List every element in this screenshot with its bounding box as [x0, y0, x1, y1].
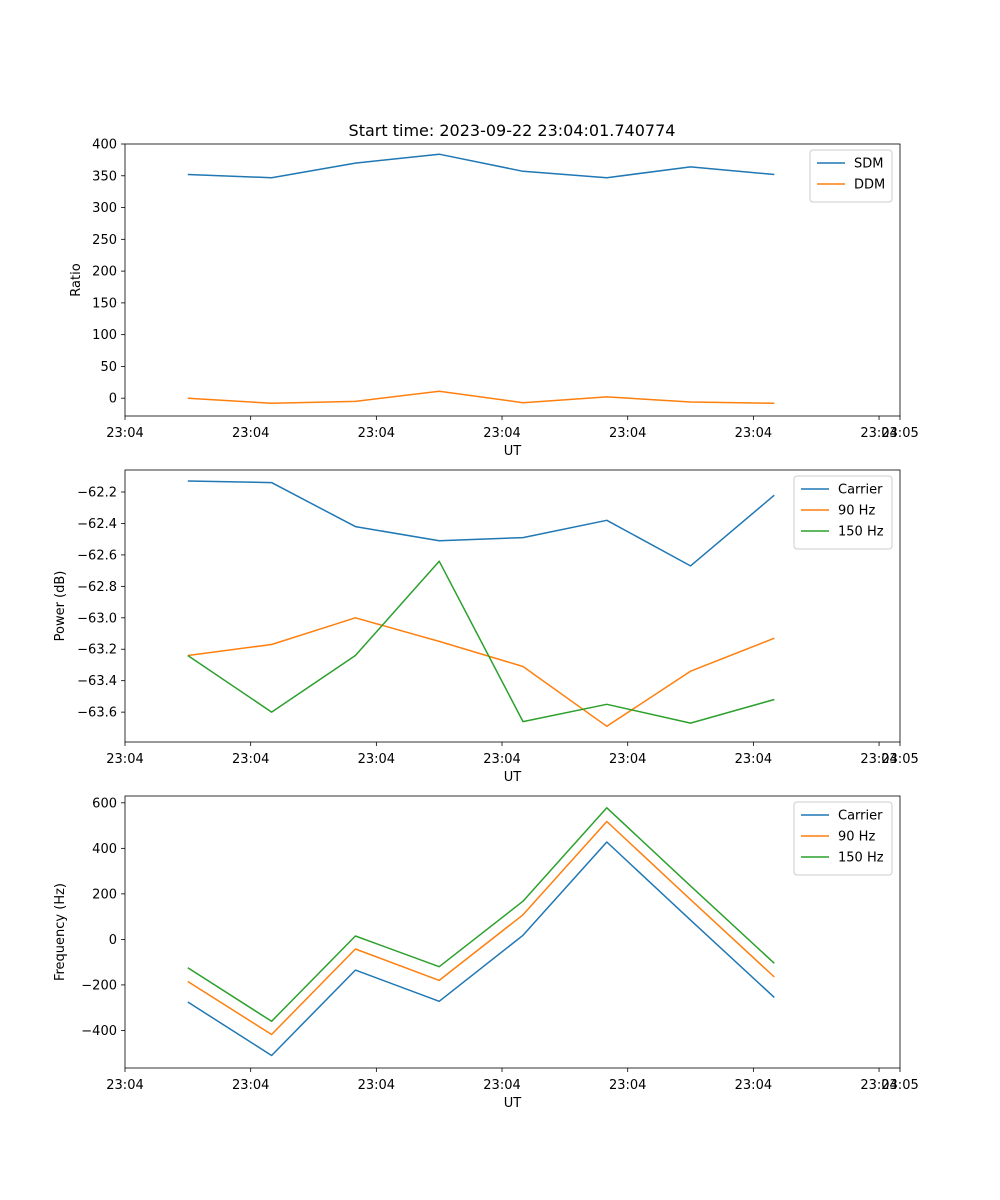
x-tick-label: 23:04: [609, 752, 646, 767]
x-tick-label: 23:05: [881, 752, 918, 767]
series-line-90-hz: [187, 617, 775, 728]
x-tick-label: 23:04: [106, 752, 143, 767]
axes-frame: [124, 469, 901, 743]
y-tick-label: −63.0: [77, 611, 117, 626]
x-tick-label: 23:04: [483, 1078, 520, 1093]
legend-label: 150 Hz: [838, 525, 884, 540]
legend-label: Carrier: [838, 483, 883, 498]
x-tick-label: 23:04: [860, 426, 897, 441]
legend-label: 150 Hz: [838, 851, 884, 866]
legend-label: DDM: [854, 178, 885, 193]
x-tick-label: 23:04: [106, 1078, 143, 1093]
legend-label: Carrier: [838, 809, 883, 824]
axes-frame: [124, 143, 901, 417]
y-axis-label: Power (dB): [53, 571, 68, 642]
x-tick-label: 23:05: [881, 426, 918, 441]
y-tick-label: 150: [92, 296, 117, 311]
x-tick-label: 23:04: [232, 1078, 269, 1093]
chart-title: Start time: 2023-09-22 23:04:01.740774: [349, 121, 676, 140]
panel-1: 23:04 23:04 23:04 23:04 23:04 23:04 23:0423:05…: [69, 138, 919, 460]
x-tick-label: 23:04: [609, 426, 646, 441]
x-tick-label: 23:04: [860, 1078, 897, 1093]
x-tick-label: 23:04: [232, 426, 269, 441]
legend-label: 90 Hz: [838, 504, 875, 519]
legend-label: 90 Hz: [838, 830, 875, 845]
x-tick-label: 23:04: [232, 752, 269, 767]
panel-2: 23:04 23:04 23:04 23:04 23:04 23:04 23:0423:05…: [53, 469, 919, 785]
x-tick-label: 23:04: [358, 752, 395, 767]
x-tick-label: 23:04: [735, 1078, 772, 1093]
y-tick-label: 200: [92, 887, 117, 902]
panels: 23:04 23:04 23:04 23:04 23:04 23:04 23:0423:05…: [53, 138, 919, 1112]
y-tick-label: −62.2: [77, 486, 117, 501]
y-tick-label: −63.6: [77, 706, 117, 721]
y-tick-label: 300: [92, 201, 117, 216]
series-line-carrier: [187, 841, 775, 1057]
y-tick-label: −62.4: [77, 517, 117, 532]
y-tick-label: 0: [109, 392, 117, 407]
y-tick-label: 200: [92, 265, 117, 280]
y-tick-label: 600: [92, 796, 117, 811]
x-axis-label: UT: [504, 1096, 522, 1111]
x-tick-label: 23:04: [860, 752, 897, 767]
y-tick-label: −63.4: [77, 674, 117, 689]
axes-frame: [124, 795, 901, 1069]
x-tick-label: 23:04: [735, 426, 772, 441]
y-tick-label: 50: [100, 360, 117, 375]
series-line-ddm: [187, 390, 775, 405]
legend: Carrier 90 Hz 150 Hz: [793, 801, 893, 876]
y-tick-label: −62.8: [77, 580, 117, 595]
y-axis-label: Ratio: [69, 263, 84, 296]
series-line-carrier: [187, 480, 775, 567]
series-line-90-hz: [187, 820, 775, 1036]
series-line-150-hz: [187, 560, 775, 724]
series-line-sdm: [187, 153, 775, 179]
x-axis-label: UT: [504, 444, 522, 459]
x-tick-label: 23:04: [106, 426, 143, 441]
y-axis-label: Frequency (Hz): [53, 883, 68, 981]
legend: SDM DDM: [809, 149, 893, 203]
y-tick-label: 400: [92, 138, 117, 153]
x-tick-label: 23:04: [483, 426, 520, 441]
series-line-150-hz: [187, 807, 775, 1023]
legend-label: SDM: [854, 157, 883, 172]
y-tick-label: 0: [109, 933, 117, 948]
x-tick-label: 23:04: [609, 1078, 646, 1093]
y-tick-label: −63.2: [77, 643, 117, 658]
x-axis-label: UT: [504, 770, 522, 785]
y-tick-label: 250: [92, 233, 117, 248]
x-tick-label: 23:04: [358, 426, 395, 441]
y-tick-label: 400: [92, 842, 117, 857]
x-tick-label: 23:05: [881, 1078, 918, 1093]
panel-3: 23:04 23:04 23:04 23:04 23:04 23:04 23:0423:05…: [53, 795, 919, 1111]
y-tick-label: −200: [81, 978, 117, 993]
y-tick-label: −400: [81, 1024, 117, 1039]
legend: Carrier 90 Hz 150 Hz: [793, 475, 893, 550]
x-tick-label: 23:04: [483, 752, 520, 767]
x-tick-label: 23:04: [735, 752, 772, 767]
y-tick-label: 100: [92, 328, 117, 343]
y-tick-label: 350: [92, 169, 117, 184]
x-tick-label: 23:04: [358, 1078, 395, 1093]
y-tick-label: −62.6: [77, 548, 117, 563]
